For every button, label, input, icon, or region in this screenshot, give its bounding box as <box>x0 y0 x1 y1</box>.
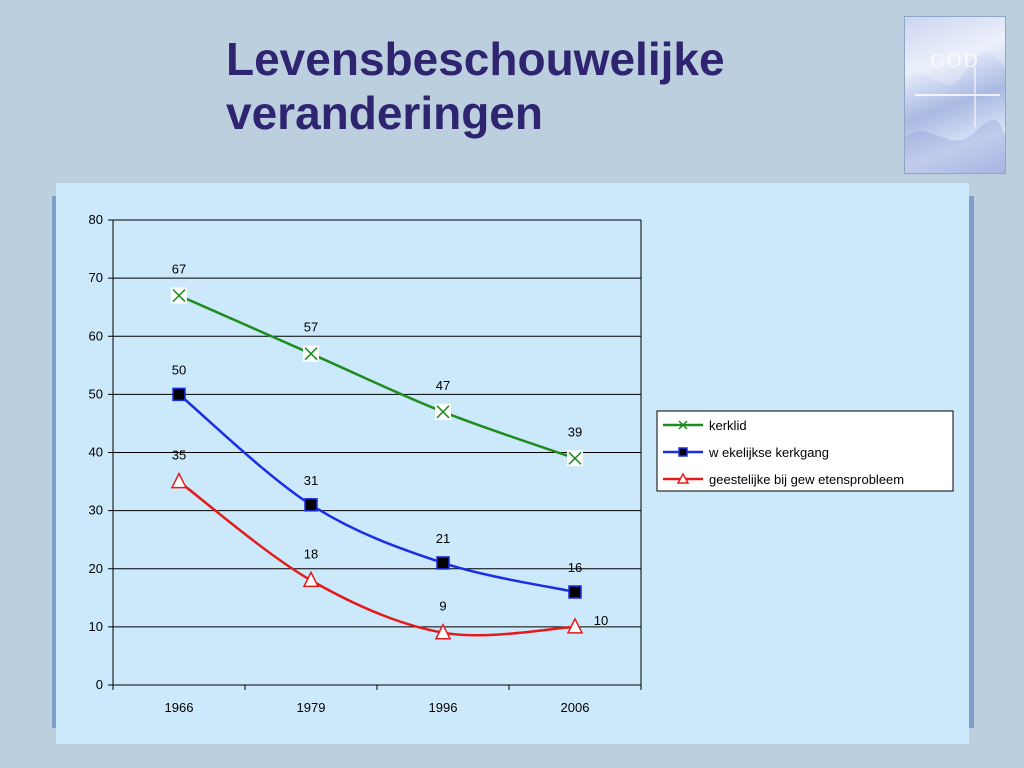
data-label: 47 <box>436 378 450 393</box>
chart-panel: 0 10 20 30 40 50 60 70 80 1966 1979 1996 2006 67 57 47 3… <box>56 183 969 744</box>
y-tick-label: 10 <box>89 619 103 634</box>
legend-label-1: kerklid <box>709 418 747 433</box>
legend-marker-2 <box>678 447 688 457</box>
series-3-marker <box>566 617 584 634</box>
data-label: 57 <box>304 320 318 335</box>
y-tick-label: 30 <box>89 503 103 518</box>
y-tick-label: 60 <box>89 328 103 343</box>
legend-marker-1 <box>678 420 688 430</box>
data-label: 35 <box>172 448 186 463</box>
legend-label-3: geestelijke bij gew etensprobleem <box>709 472 904 487</box>
series-line-1 <box>178 294 576 460</box>
y-tick-label: 50 <box>89 386 103 401</box>
data-label: 31 <box>304 473 318 488</box>
series-2-marker <box>304 498 318 512</box>
x-tick-label: 1966 <box>165 700 194 715</box>
x-tick-label: 1996 <box>429 700 458 715</box>
series-1-marker <box>172 289 186 303</box>
series-2-marker <box>172 387 186 402</box>
data-label: 9 <box>439 599 446 614</box>
data-label: 18 <box>304 546 318 561</box>
line-chart: 0 10 20 30 40 50 60 70 80 1966 1979 1996 2006 67 57 47 3… <box>89 212 954 715</box>
series-1-marker <box>568 451 582 465</box>
data-label: 39 <box>568 424 582 439</box>
x-tick-label: 1979 <box>297 700 326 715</box>
data-label: 10 <box>594 613 608 628</box>
legend-label-2: w ekelijkse kerkgang <box>708 445 829 460</box>
series-line-3 <box>178 480 576 637</box>
legend-marker-3 <box>676 472 690 484</box>
series-3-marker <box>170 471 188 489</box>
slide-title-line-2: veranderingen <box>226 87 543 139</box>
y-tick-label: 80 <box>89 212 103 227</box>
y-tick-label: 70 <box>89 270 103 285</box>
logo-text: GOD <box>930 50 979 72</box>
data-label: 21 <box>436 531 450 546</box>
legend-box <box>656 410 954 492</box>
slide-title-line-1: Levensbeschouwelijke <box>226 33 725 85</box>
series-3-marker <box>302 570 320 588</box>
series-1-marker <box>436 405 450 419</box>
series-3-marker <box>434 623 452 640</box>
data-label: 16 <box>568 560 582 575</box>
slide-title: Levensbeschouwelijke veranderingen <box>226 32 725 140</box>
data-label: 50 <box>172 362 186 377</box>
series-line-2 <box>178 393 576 594</box>
data-label: 67 <box>172 262 186 277</box>
series-1-marker <box>304 347 318 361</box>
series-2-marker <box>568 585 582 599</box>
series-2-marker <box>436 556 450 570</box>
y-tick-label: 0 <box>96 677 103 692</box>
x-tick-label: 2006 <box>561 700 590 715</box>
y-tick-label: 40 <box>89 445 103 460</box>
y-tick-label: 20 <box>89 561 103 576</box>
god-logo: GOD <box>904 16 1006 174</box>
